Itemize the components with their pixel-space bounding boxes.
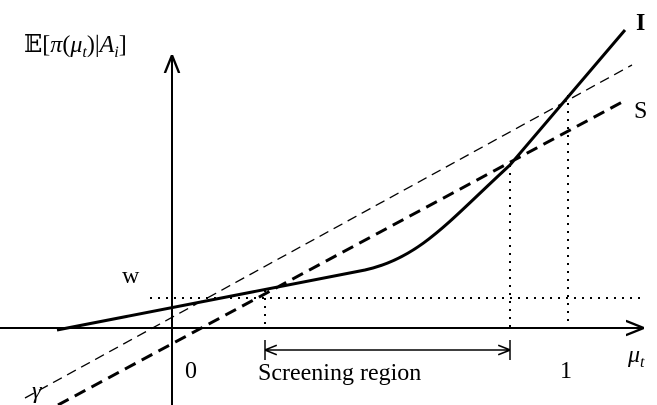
y-axis-label: 𝔼[π(μt)|Ai]: [24, 32, 127, 61]
label-part: A: [98, 32, 115, 58]
gamma-line: [24, 64, 633, 399]
label-part: )|: [87, 32, 100, 58]
gamma-label: γ: [32, 378, 42, 404]
label-part: π: [50, 32, 63, 58]
label-part: μ: [627, 342, 640, 368]
region-label: Screening region: [258, 360, 421, 386]
x-axis-label: μt: [627, 342, 645, 371]
label-part: ]: [119, 32, 127, 58]
s-label: S: [634, 98, 647, 124]
label-part: 𝔼[: [24, 32, 50, 58]
label-part: μ: [69, 32, 82, 58]
label-part: t: [82, 44, 87, 61]
i-curve: [56, 29, 627, 332]
label-part: t: [640, 354, 645, 371]
tick-1: 1: [560, 358, 572, 384]
label-part: i: [114, 44, 118, 61]
w-label: w: [122, 263, 140, 289]
tick-0: 0: [185, 358, 197, 384]
s-line: [57, 98, 627, 405]
i-label: I: [636, 10, 645, 36]
label-part: (: [62, 32, 70, 58]
